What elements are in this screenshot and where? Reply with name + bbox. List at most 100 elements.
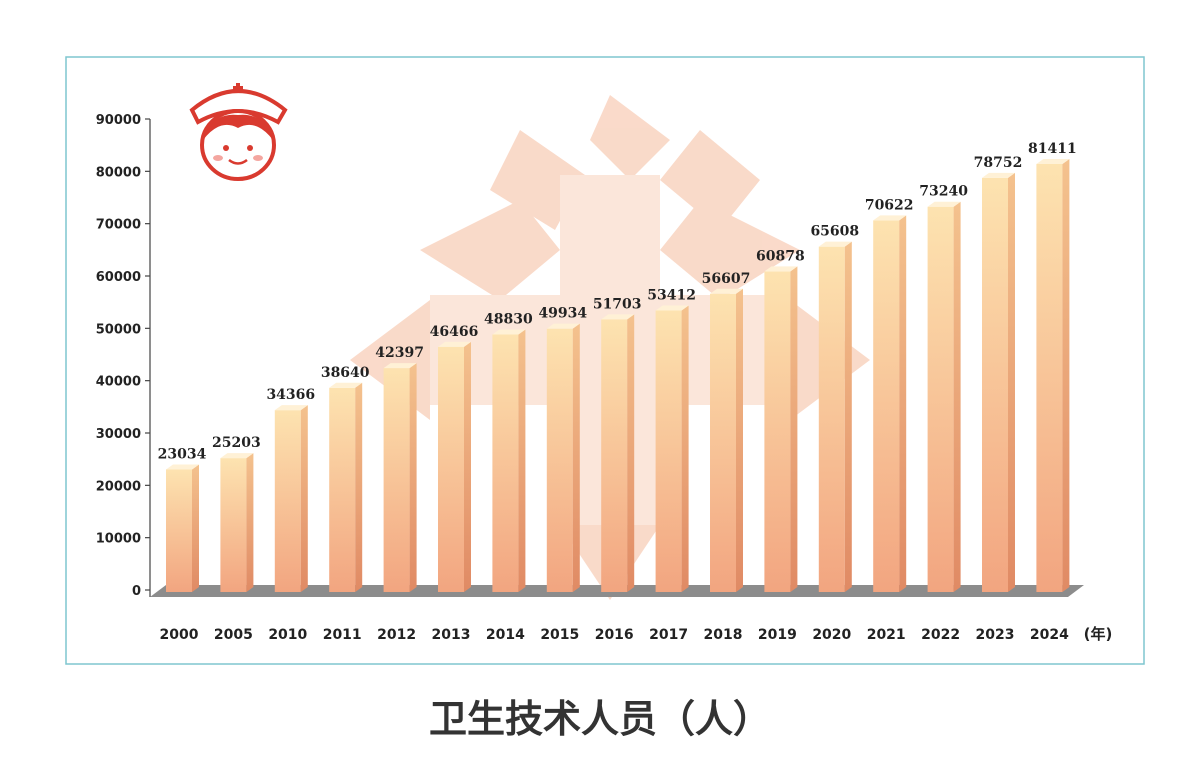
bar-value-label: 65608	[810, 224, 859, 240]
bar-top	[329, 382, 363, 388]
bar-value-label: 46466	[430, 324, 479, 340]
y-tick-label: 10000	[96, 532, 141, 547]
bar-top	[710, 288, 743, 294]
x-tick-label: 2011	[323, 627, 362, 643]
bar	[492, 334, 519, 592]
chart-title: 卫生技术人员（人）	[428, 697, 771, 741]
bar-top	[220, 453, 254, 459]
bar-side	[572, 323, 580, 592]
x-tick-label: 2016	[595, 627, 634, 643]
bar-value-label: 81411	[1028, 141, 1077, 157]
bar	[601, 319, 628, 592]
bar-side	[192, 464, 199, 592]
bar-value-label: 42397	[375, 345, 424, 361]
bar-side	[844, 241, 852, 592]
bar-side	[681, 305, 689, 592]
bar-top	[927, 201, 961, 207]
y-axis-ticks: 0 10000 20000 30000 40000 50000 60000 70000 8000…	[96, 113, 150, 599]
bar-side	[736, 288, 743, 592]
x-tick-label: 2024	[1030, 627, 1069, 643]
bar-value-label: 73240	[919, 184, 968, 200]
y-tick-label: 0	[132, 584, 141, 599]
bar	[927, 206, 954, 592]
bar-top	[873, 215, 907, 221]
bar-top	[655, 305, 689, 311]
x-tick-label: 2015	[540, 627, 579, 643]
bar-side	[1008, 172, 1015, 592]
bar-value-label: 53412	[647, 287, 696, 303]
bar	[1036, 163, 1063, 592]
bar-side	[355, 382, 363, 592]
bar-top	[438, 341, 471, 347]
bar-side	[246, 453, 254, 592]
bar-top	[982, 172, 1015, 178]
bar-value-label: 38640	[321, 365, 370, 381]
nurse-face-icon	[189, 83, 288, 181]
bar	[329, 387, 356, 592]
bar	[274, 410, 301, 592]
bar-series: 23034 25203 34366 38640 42397 46466 48830 49934…	[158, 141, 1077, 592]
bar-value-label: 48830	[484, 311, 533, 327]
bar-value-label: 70622	[865, 197, 914, 213]
bar-top	[383, 363, 417, 369]
x-tick-label: 2014	[486, 627, 525, 643]
bar-value-label: 56607	[702, 271, 751, 287]
x-tick-label: 2000	[160, 627, 199, 643]
bar-value-label: 49934	[538, 306, 587, 322]
bar-side	[627, 314, 635, 592]
x-tick-label: 2010	[268, 627, 307, 643]
bar-value-label: 23034	[158, 446, 207, 462]
bar-top	[546, 323, 580, 329]
y-tick-label: 20000	[96, 479, 141, 494]
bar-top	[601, 314, 635, 320]
bar-top	[274, 405, 308, 411]
bar-top	[1036, 158, 1070, 164]
bar-top	[818, 241, 852, 247]
x-tick-label: 2023	[976, 627, 1015, 643]
x-tick-label: 2020	[812, 627, 851, 643]
x-axis-labels: 2000 2005 2010 2011 2012 2013 2014 2015 2016 2017…	[160, 627, 1070, 643]
bar-side	[464, 341, 471, 592]
bar	[438, 346, 464, 592]
x-tick-label: 2013	[432, 627, 471, 643]
bar	[982, 177, 1008, 592]
bar-side	[1062, 158, 1070, 592]
bar	[818, 246, 845, 592]
x-tick-label: 2012	[377, 627, 416, 643]
bar-side	[300, 405, 308, 592]
x-tick-label: 2022	[921, 627, 960, 643]
bar-side	[953, 201, 961, 592]
bar-side	[518, 329, 526, 592]
x-tick-label: 2017	[649, 627, 688, 643]
bar-value-label: 60878	[756, 248, 805, 264]
bar	[166, 469, 192, 592]
bar-side	[899, 215, 907, 592]
x-tick-label: 2021	[867, 627, 906, 643]
bar-top	[492, 329, 526, 335]
bar-top	[166, 464, 199, 470]
x-tick-label: 2018	[704, 627, 743, 643]
y-tick-label: 50000	[96, 322, 141, 337]
x-tick-label: 2019	[758, 627, 797, 643]
bar-side	[409, 363, 417, 592]
y-tick-label: 60000	[96, 270, 141, 285]
y-tick-label: 70000	[96, 218, 141, 233]
bar	[383, 368, 410, 592]
y-tick-label: 80000	[96, 165, 141, 180]
bar-value-label: 78752	[974, 155, 1023, 171]
x-tick-label: 2005	[214, 627, 253, 643]
bar	[220, 458, 247, 592]
bar-value-label: 25203	[212, 435, 261, 451]
bar-value-label: 51703	[593, 296, 642, 312]
bar-value-label: 34366	[266, 387, 315, 403]
bar	[710, 293, 736, 592]
bar	[873, 220, 900, 592]
bar	[655, 310, 682, 592]
y-tick-label: 90000	[96, 113, 141, 128]
bar	[546, 328, 573, 592]
bar-top	[764, 266, 798, 272]
y-tick-label: 40000	[96, 375, 141, 390]
bar-side	[790, 266, 798, 592]
